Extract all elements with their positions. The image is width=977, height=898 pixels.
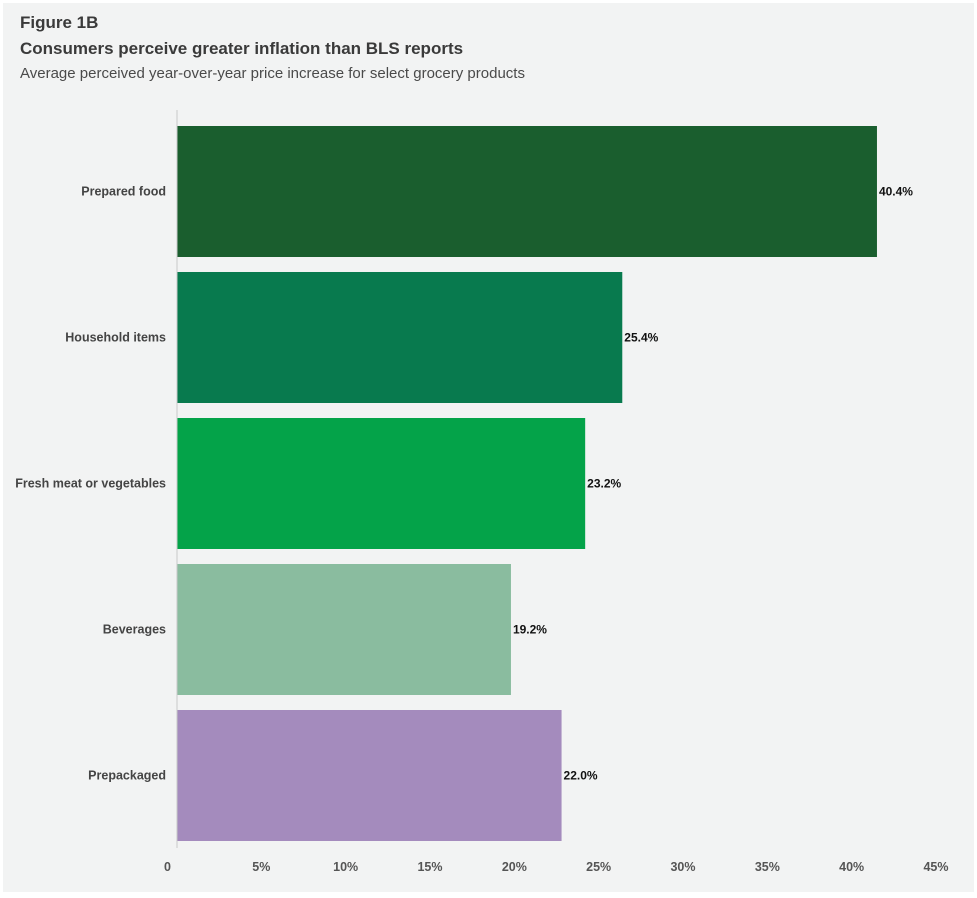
value-label-fresh-meat-or-vegetables: 23.2% (587, 477, 621, 491)
category-label-household-items: Household items (65, 331, 166, 345)
category-label-fresh-meat-or-vegetables: Fresh meat or vegetables (15, 477, 166, 491)
bar-prepackaged (177, 710, 562, 841)
value-label-prepared-food: 40.4% (879, 185, 913, 199)
x-tick-label-15: 15% (417, 860, 442, 874)
category-label-beverages: Beverages (103, 623, 166, 637)
x-tick-label-45: 45% (923, 860, 948, 874)
bar-prepared-food (177, 126, 877, 257)
x-tick-label-5: 5% (252, 860, 270, 874)
value-label-beverages: 19.2% (513, 623, 547, 637)
x-tick-label-40: 40% (839, 860, 864, 874)
x-tick-label-0: 0 (164, 860, 171, 874)
category-label-prepared-food: Prepared food (81, 185, 166, 199)
bar-household-items (177, 272, 623, 403)
chart-subtitle: Average perceived year-over-year price i… (20, 65, 525, 82)
x-tick-labels: 0 5% 10% 15% 20% 25% 30% 35% 40% 45% (164, 860, 948, 874)
category-label-prepackaged: Prepackaged (88, 769, 166, 783)
value-label-prepackaged: 22.0% (564, 769, 598, 783)
bar-beverages (177, 564, 511, 695)
x-tick-label-20: 20% (502, 860, 527, 874)
x-tick-label-30: 30% (670, 860, 695, 874)
value-labels: 40.4% 25.4% 23.2% 19.2% 22.0% (513, 185, 913, 783)
chart-title: Consumers perceive greater inflation tha… (20, 39, 464, 58)
category-labels: Prepared food Household items Fresh meat o… (15, 185, 166, 783)
x-tick-label-35: 35% (755, 860, 780, 874)
bars-group (177, 126, 877, 841)
value-label-household-items: 25.4% (624, 331, 658, 345)
figure-label: Figure 1B (20, 13, 99, 32)
bar-fresh-meat-or-vegetables (177, 418, 586, 549)
x-tick-label-25: 25% (586, 860, 611, 874)
chart-header: Figure 1B Consumers perceive greater inf… (20, 12, 957, 84)
x-tick-label-10: 10% (333, 860, 358, 874)
